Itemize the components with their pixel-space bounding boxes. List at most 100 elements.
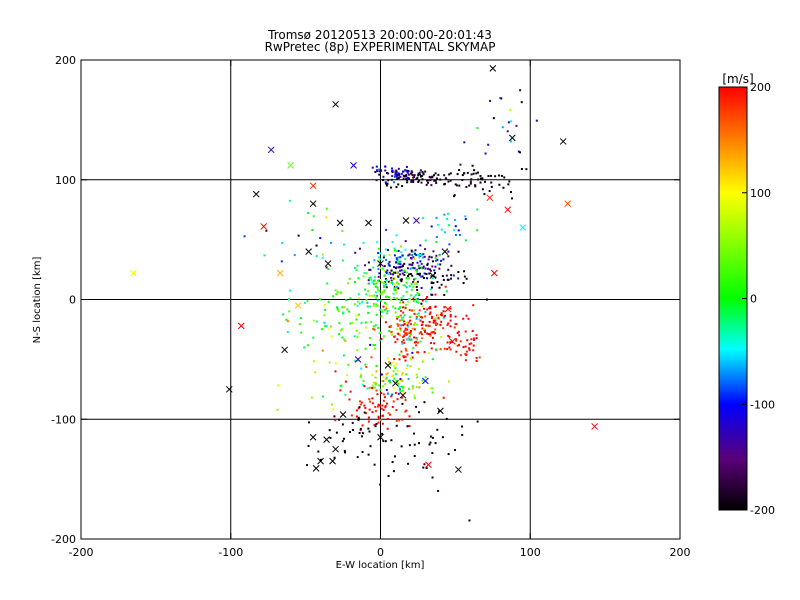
data-point (382, 178, 385, 181)
data-point (389, 272, 392, 275)
data-point (414, 249, 417, 252)
data-point (406, 353, 409, 356)
data-point (459, 340, 462, 343)
data-point (475, 334, 478, 337)
data-point (409, 273, 412, 276)
data-point (374, 344, 377, 347)
data-point (421, 170, 424, 173)
data-point (403, 386, 406, 389)
data-point (415, 373, 418, 376)
data-point (416, 338, 419, 341)
data-point (422, 359, 425, 362)
data-point (402, 316, 405, 319)
data-point (372, 305, 375, 308)
data-point (473, 338, 476, 341)
data-point (397, 324, 400, 327)
data-point (347, 282, 350, 285)
data-point (434, 172, 437, 175)
data-point (447, 255, 450, 258)
data-point (394, 288, 397, 291)
data-point (404, 329, 407, 332)
data-point (439, 178, 442, 181)
data-point (429, 269, 432, 272)
y-tick-label: -100 (51, 413, 76, 426)
data-point (401, 402, 404, 405)
data-point (484, 180, 487, 183)
data-point (399, 327, 402, 330)
data-point (412, 256, 415, 259)
data-point (300, 331, 303, 334)
data-point (427, 179, 430, 182)
data-point (421, 275, 424, 278)
data-point (395, 175, 398, 178)
data-point (376, 299, 379, 302)
data-point (483, 193, 486, 196)
data-point (461, 425, 464, 428)
data-point (427, 181, 430, 184)
data-point (435, 236, 438, 239)
data-point (334, 370, 337, 373)
data-point (359, 373, 362, 376)
data-point (398, 385, 401, 388)
data-point (474, 185, 477, 188)
data-point (440, 283, 443, 286)
data-point (525, 168, 528, 171)
data-point (394, 391, 397, 394)
data-point (361, 424, 364, 427)
data-point (392, 271, 395, 274)
data-point (401, 418, 404, 421)
data-point (420, 333, 423, 336)
data-point (446, 212, 449, 215)
data-point (371, 281, 374, 284)
data-point (411, 387, 414, 390)
data-point (408, 253, 411, 256)
data-point (449, 314, 452, 317)
data-point (400, 251, 403, 254)
data-point (434, 305, 437, 308)
data-point (355, 415, 358, 418)
x-tick-label: -100 (218, 546, 243, 559)
data-point (409, 263, 412, 266)
data-point (426, 332, 429, 335)
data-point (407, 462, 410, 465)
data-point (490, 185, 493, 188)
data-point (411, 385, 414, 388)
data-point (344, 380, 347, 383)
plot-grid (81, 60, 680, 539)
data-point (399, 263, 402, 266)
data-point (400, 297, 403, 300)
data-point (416, 341, 419, 344)
data-point (372, 280, 375, 283)
data-point (402, 392, 405, 395)
data-point (365, 321, 368, 324)
data-point (424, 329, 427, 332)
data-point (358, 431, 361, 434)
data-point (413, 278, 416, 281)
data-point (507, 183, 510, 186)
data-point (413, 174, 416, 177)
data-point (415, 405, 418, 408)
data-point (404, 240, 407, 243)
data-point (384, 165, 387, 168)
data-point (321, 349, 324, 352)
data-point (399, 379, 402, 382)
data-point (433, 269, 436, 272)
data-point (429, 179, 432, 182)
data-point (325, 266, 328, 269)
data-point (344, 339, 347, 342)
data-point (384, 405, 387, 408)
data-point (410, 282, 413, 285)
data-point (385, 388, 388, 391)
data-point (420, 275, 423, 278)
data-point (324, 325, 327, 328)
data-point (375, 296, 378, 299)
data-point (434, 332, 437, 335)
data-point (379, 168, 382, 171)
data-point (404, 355, 407, 358)
data-point (379, 331, 382, 334)
data-point (407, 176, 410, 179)
data-point (373, 423, 376, 426)
data-point (407, 321, 410, 324)
data-point (396, 370, 399, 373)
data-point (339, 329, 342, 332)
